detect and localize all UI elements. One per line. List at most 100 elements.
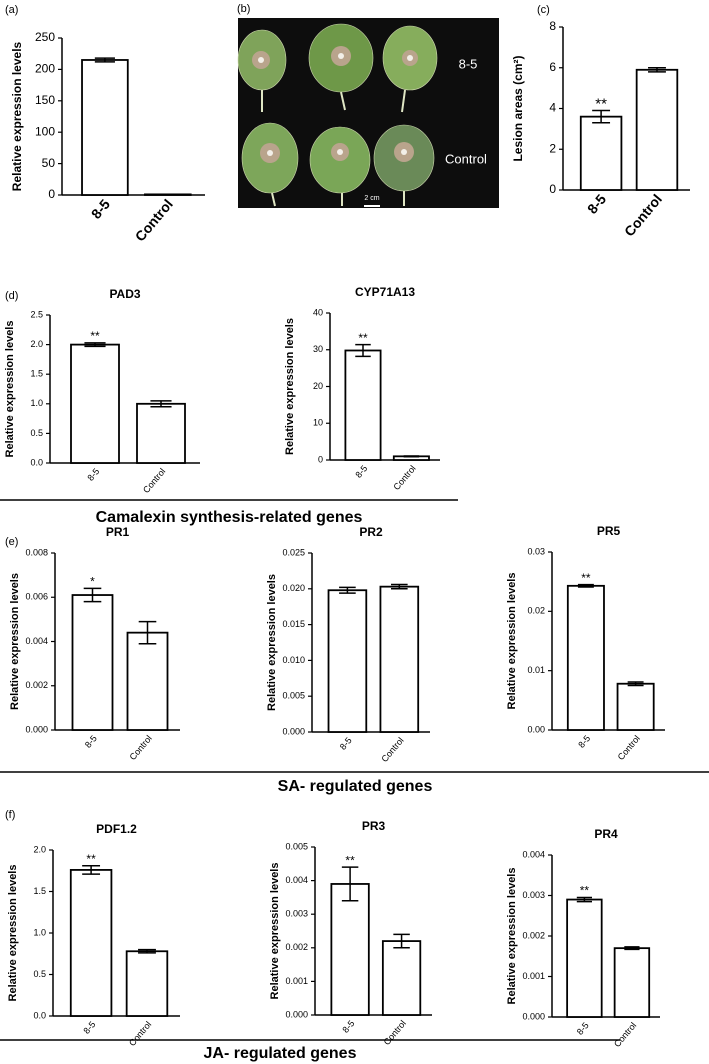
y-axis-label: Lesion areas (cm²) (511, 55, 525, 161)
section-label: JA- regulated genes (204, 1045, 357, 1062)
chart-title: PR4 (594, 827, 618, 841)
section-label: Camalexin synthesis-related genes (96, 509, 363, 526)
photo-row-label: Control (445, 151, 487, 166)
bar (579, 115, 623, 191)
y-tick-label: 0.000 (25, 724, 48, 734)
photo-row-label: 8-5 (459, 56, 478, 71)
bar (330, 883, 370, 1016)
x-tick-label: Control (127, 1019, 153, 1048)
error-bar (82, 865, 101, 875)
bar (613, 947, 651, 1018)
chart-title: PR3 (362, 819, 386, 833)
scale-bar-label: 2 cm (364, 195, 379, 202)
y-tick-label: 0 (318, 454, 323, 464)
panel-label: (c) (537, 4, 550, 16)
x-tick-label: Control (141, 466, 167, 495)
y-tick-label: 0.02 (527, 606, 545, 616)
y-axis-label: Relative expression levels (506, 573, 518, 710)
significance-label: * (90, 575, 95, 589)
error-bar (150, 400, 172, 408)
y-tick-label: 0 (549, 182, 556, 196)
error-bar (339, 586, 356, 594)
y-tick-label: 1.0 (30, 398, 43, 408)
y-tick-label: 0.004 (25, 636, 48, 646)
y-tick-label: 0.000 (285, 1009, 308, 1019)
x-tick-label: 8-5 (576, 733, 592, 749)
y-tick-label: 0.000 (522, 1011, 545, 1021)
chart-title: PR1 (106, 525, 130, 539)
x-tick-label: 8-5 (81, 1019, 97, 1035)
y-tick-label: 6 (549, 60, 556, 74)
y-tick-label: 20 (313, 381, 323, 391)
bar (69, 869, 113, 1017)
y-tick-label: 8 (549, 19, 556, 33)
panel-label: (b) (237, 3, 250, 15)
x-tick-label: 8-5 (353, 463, 369, 479)
y-tick-label: 0.0 (30, 457, 43, 467)
bar (136, 402, 186, 464)
bar (379, 585, 420, 733)
error-bar (403, 455, 420, 458)
y-tick-label: 30 (313, 344, 323, 354)
y-tick-label: 0.002 (522, 930, 545, 940)
y-axis-label: Relative expression levels (284, 318, 296, 455)
x-tick-label: 8-5 (584, 191, 609, 217)
y-tick-label: 2.0 (30, 339, 43, 349)
bar (81, 59, 129, 196)
bar (327, 589, 368, 733)
error-bar (355, 343, 371, 358)
y-tick-label: 150 (35, 93, 55, 107)
bar (566, 898, 603, 1018)
y-tick-label: 0.002 (285, 942, 308, 952)
bar (635, 68, 679, 191)
x-tick-label: 8-5 (85, 466, 101, 482)
chart-title: PR2 (359, 525, 383, 539)
y-tick-label: 0.0 (33, 1010, 46, 1020)
y-tick-label: 2.5 (30, 309, 43, 319)
error-bar (138, 620, 157, 645)
x-tick-label: Control (612, 1020, 638, 1049)
x-tick-label: 8-5 (575, 1020, 591, 1036)
bar (344, 349, 382, 461)
y-axis-label: Relative expression levels (269, 863, 281, 1000)
error-bar (627, 681, 644, 687)
y-tick-label: 1.5 (33, 886, 46, 896)
y-tick-label: 0.005 (282, 691, 305, 701)
y-tick-label: 4 (549, 101, 556, 115)
y-tick-label: 0.003 (285, 909, 308, 919)
leaves (237, 23, 438, 207)
y-tick-label: 0.00 (527, 724, 545, 734)
y-tick-label: 0.020 (282, 583, 305, 593)
y-tick-label: 0.000 (282, 726, 305, 736)
significance-label: ** (358, 331, 368, 345)
y-tick-label: 100 (35, 124, 55, 138)
y-tick-label: 0.5 (33, 969, 46, 979)
y-axis-label: Relative expression levels (266, 574, 278, 711)
y-tick-label: 0.01 (527, 665, 545, 675)
error-bar (648, 67, 666, 73)
y-tick-label: 200 (35, 62, 55, 76)
bar (381, 940, 422, 1016)
error-bar (138, 948, 156, 954)
x-tick-label: Control (132, 196, 176, 244)
bar (566, 584, 605, 731)
y-tick-label: 2 (549, 141, 556, 155)
bar (616, 682, 655, 731)
error-bar (576, 896, 593, 903)
y-axis-label: Relative expression levels (4, 321, 16, 458)
y-axis-label: Relative expression levels (10, 41, 24, 191)
y-tick-label: 0 (48, 187, 55, 201)
error-bar (393, 933, 410, 949)
section-label: SA- regulated genes (278, 778, 433, 795)
x-tick-label: Control (621, 191, 665, 239)
y-tick-label: 0.001 (522, 971, 545, 981)
error-bar (624, 946, 640, 951)
y-tick-label: 2.0 (33, 844, 46, 854)
y-axis-label: Relative expression levels (9, 573, 21, 710)
chart-title: PAD3 (109, 287, 140, 301)
chart-title: PR5 (597, 524, 621, 538)
y-tick-label: 40 (313, 307, 323, 317)
x-tick-label: 8-5 (88, 196, 113, 222)
error-bar (94, 57, 115, 63)
